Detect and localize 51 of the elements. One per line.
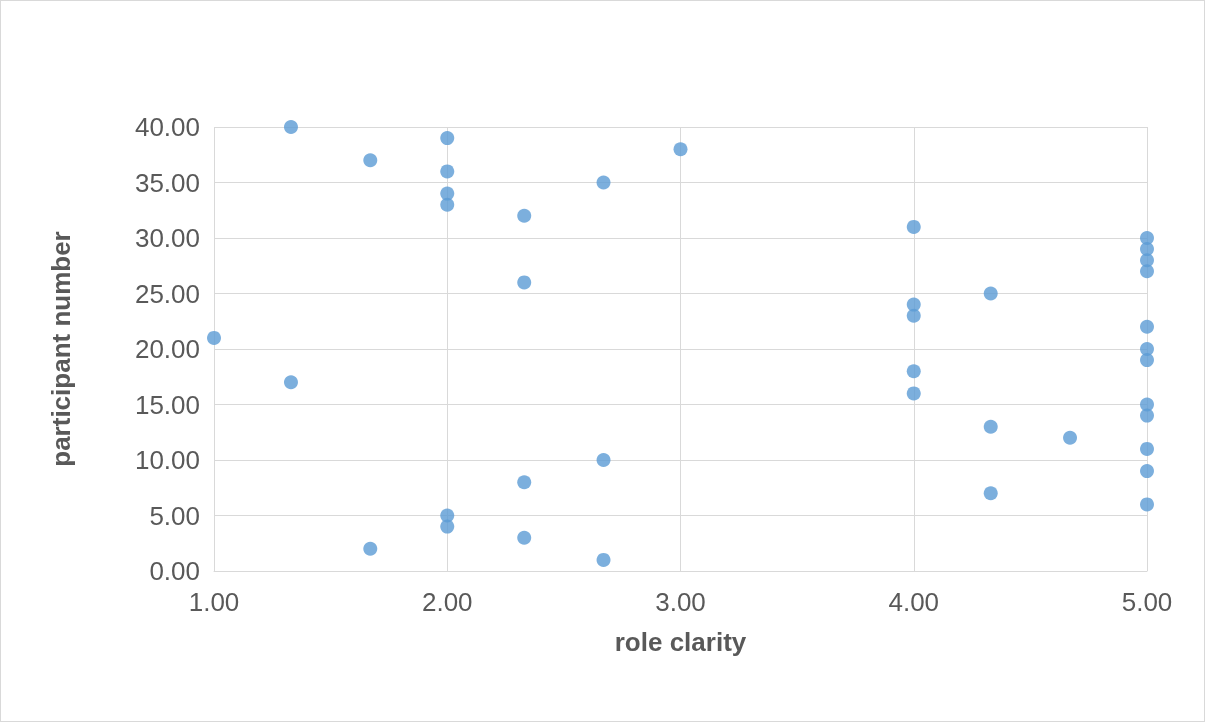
point — [363, 541, 378, 556]
y-tick-label: 20.00 — [134, 334, 200, 364]
point — [906, 386, 921, 401]
point — [283, 120, 298, 134]
point — [1140, 342, 1154, 356]
point — [440, 197, 455, 212]
point — [1140, 397, 1154, 412]
point — [983, 419, 998, 434]
point — [440, 131, 455, 146]
point — [517, 275, 532, 290]
x-tick-label: 5.00 — [1121, 587, 1173, 617]
point — [596, 453, 611, 467]
y-tick-label: 30.00 — [134, 223, 200, 253]
x-tick-label: 1.00 — [188, 587, 240, 617]
point — [983, 486, 998, 501]
x-axis-title: role clarity — [614, 627, 747, 657]
point — [983, 286, 998, 301]
point — [517, 530, 532, 545]
y-tick-label: 10.00 — [134, 445, 200, 475]
point — [440, 186, 455, 201]
y-tick-label: 15.00 — [134, 389, 200, 420]
point — [440, 164, 455, 179]
point — [1140, 497, 1154, 512]
point — [906, 297, 921, 312]
y-tick-label: 5.00 — [149, 500, 200, 531]
point — [906, 364, 921, 379]
point — [1140, 319, 1154, 334]
point — [596, 175, 611, 190]
point — [1140, 408, 1154, 423]
x-tick-label: 2.00 — [421, 587, 473, 617]
point — [906, 308, 921, 323]
point — [1140, 231, 1154, 245]
point — [596, 552, 611, 567]
x-tick-label: 3.00 — [655, 587, 706, 617]
point — [207, 330, 221, 345]
y-tick-label: 35.00 — [134, 167, 200, 198]
point — [283, 375, 298, 390]
y-tick-label: 0.00 — [149, 556, 200, 586]
point — [1140, 464, 1154, 479]
y-tick-label: 40.00 — [134, 112, 200, 142]
point — [440, 508, 455, 523]
point — [906, 219, 921, 234]
point — [1063, 430, 1078, 445]
y-tick-label: 25.00 — [134, 278, 200, 309]
point — [363, 153, 378, 168]
point — [673, 142, 688, 157]
y-axis-title: participant number — [46, 231, 76, 467]
point — [517, 475, 532, 490]
x-tick-label: 4.00 — [888, 587, 940, 617]
point — [1140, 441, 1154, 456]
point — [517, 208, 532, 223]
